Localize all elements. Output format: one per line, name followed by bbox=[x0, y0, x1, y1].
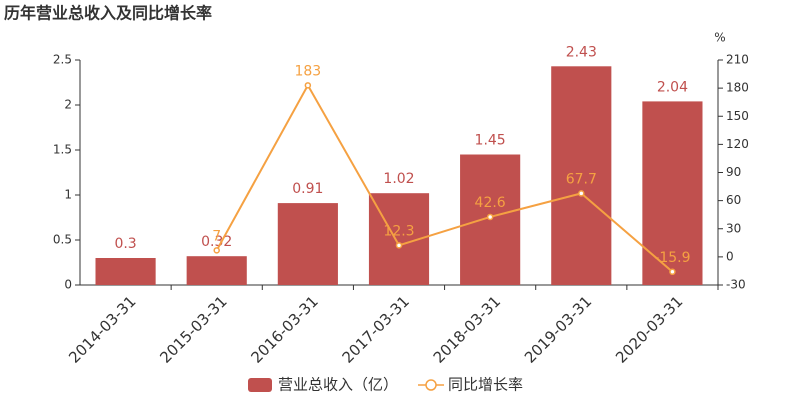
line-point bbox=[578, 190, 585, 197]
bar-value-label: 1.02 bbox=[383, 171, 414, 187]
y2-tick-label: 120 bbox=[726, 137, 749, 151]
y2-tick-label: 150 bbox=[726, 109, 749, 123]
legend-swatch-point[interactable] bbox=[425, 379, 437, 391]
y-tick-label: 0.5 bbox=[53, 233, 72, 247]
y2-tick-label: 30 bbox=[726, 221, 741, 235]
y2-tick-label: 60 bbox=[726, 193, 741, 207]
y2-axis-label: % bbox=[714, 31, 725, 45]
x-tick-label: 2018-03-31 bbox=[430, 292, 504, 366]
y2-tick-label: 180 bbox=[726, 81, 749, 95]
line-point bbox=[486, 213, 494, 221]
line bbox=[215, 83, 674, 273]
line-value-label: -15.9 bbox=[654, 250, 690, 266]
line-point bbox=[669, 268, 676, 276]
line-value-label: 7 bbox=[212, 228, 221, 244]
y-tick-label: 0 bbox=[64, 278, 72, 292]
bar-value-label: 2.43 bbox=[566, 44, 597, 60]
bar-value-label: 2.04 bbox=[657, 79, 688, 95]
y2-tick-label: 90 bbox=[726, 165, 741, 179]
y-tick-label: 2 bbox=[64, 98, 72, 112]
bar bbox=[95, 258, 156, 285]
y-tick-label: 1 bbox=[64, 188, 72, 202]
x-tick-label: 2020-03-31 bbox=[612, 292, 686, 366]
bar-value-label: 0.91 bbox=[292, 181, 323, 197]
line-value-label: 12.3 bbox=[383, 223, 414, 239]
line-value-label: 67.7 bbox=[566, 171, 597, 187]
bar bbox=[186, 256, 247, 285]
line-value-label: 42.6 bbox=[475, 195, 506, 211]
x-tick-label: 2015-03-31 bbox=[156, 292, 230, 366]
x-tick-label: 2016-03-31 bbox=[247, 292, 321, 366]
legend-swatch[interactable] bbox=[248, 378, 272, 392]
bar bbox=[277, 203, 338, 285]
line-value-label: 183 bbox=[294, 63, 321, 79]
chart-title: 历年营业总收入及同比增长率 bbox=[4, 4, 212, 23]
y2-tick-label: -30 bbox=[726, 278, 746, 292]
bar bbox=[551, 66, 612, 285]
line-point bbox=[213, 247, 220, 254]
legend-label[interactable]: 同比增长率 bbox=[448, 376, 523, 394]
line-point bbox=[304, 82, 312, 89]
y-tick-label: 1.5 bbox=[53, 143, 72, 157]
y2-tick-label: 210 bbox=[726, 53, 749, 67]
legend-label[interactable]: 营业总收入（亿） bbox=[278, 376, 398, 394]
bar-value-label: 1.45 bbox=[475, 133, 506, 149]
x-tick-label: 2017-03-31 bbox=[339, 292, 413, 366]
x-tick-label: 2019-03-31 bbox=[521, 292, 595, 366]
x-tick-label: 2014-03-31 bbox=[65, 292, 139, 366]
bar-value-label: 0.3 bbox=[114, 236, 136, 252]
y2-tick-label: 0 bbox=[726, 249, 734, 263]
line-point bbox=[395, 242, 403, 249]
y-tick-label: 2.5 bbox=[53, 53, 72, 67]
